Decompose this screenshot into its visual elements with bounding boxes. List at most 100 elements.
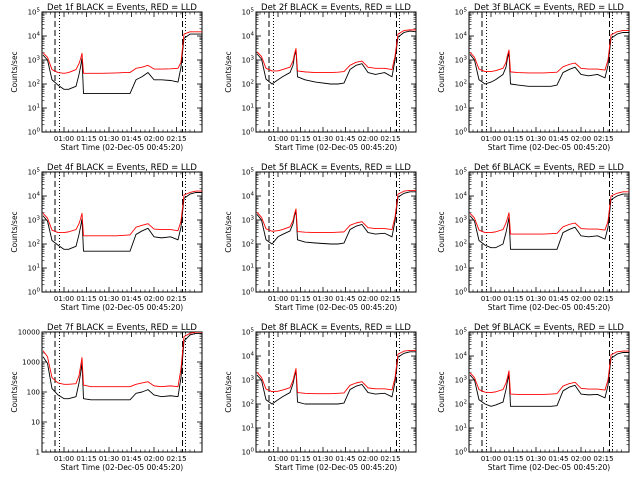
series-line-lld — [42, 332, 202, 388]
x-tick-label: 01:00 — [481, 135, 501, 143]
x-tick-label: 01:45 — [335, 295, 355, 303]
x-tick-label: 02:00 — [571, 455, 591, 463]
x-tick-label: 01:15 — [290, 455, 310, 463]
y-tick-label: 105 — [455, 328, 468, 337]
y-tick-label: 101 — [28, 104, 40, 113]
x-tick-label: 01:15 — [503, 135, 523, 143]
y-axis-label: Counts/sec — [224, 211, 233, 252]
x-tick-label: 01:15 — [76, 455, 96, 463]
y-tick-label: 100 — [242, 288, 255, 297]
y-tick-label: 1000 — [22, 359, 40, 367]
y-tick-label: 103 — [455, 216, 468, 225]
x-tick-label: 02:00 — [358, 135, 378, 143]
x-tick-label: 01:30 — [99, 455, 119, 463]
x-tick-label: 01:00 — [481, 455, 501, 463]
x-tick-label: 01:15 — [76, 295, 96, 303]
x-tick-label: 02:15 — [166, 135, 186, 143]
x-tick-label: 02:00 — [144, 135, 164, 143]
x-tick-label: 01:45 — [548, 135, 568, 143]
series-line-events — [256, 351, 416, 405]
x-tick-label: 02:00 — [358, 455, 378, 463]
y-tick-label: 102 — [455, 240, 467, 249]
x-tick-label: 02:15 — [593, 295, 613, 303]
plot-area — [469, 12, 629, 132]
x-tick-label: 01:30 — [526, 135, 546, 143]
y-tick-label: 102 — [242, 400, 254, 409]
y-tick-label: 101 — [242, 264, 254, 273]
y-tick-label: 102 — [455, 400, 467, 409]
chart-panel-5: Det 5f BLACK = Events, RED = LLD 100 101 10… — [224, 163, 417, 312]
y-axis-label: Counts/sec — [10, 51, 19, 92]
series-line-lld — [256, 29, 416, 73]
x-tick-label: 01:00 — [54, 295, 74, 303]
x-tick-label: 01:00 — [268, 135, 288, 143]
series-line-lld — [42, 190, 202, 237]
series-line-events — [42, 33, 202, 94]
series-line-events — [42, 332, 202, 401]
x-axis-label: Start Time (02-Dec-05 00:45:20) — [275, 143, 397, 152]
x-tick-label: 02:15 — [380, 455, 400, 463]
x-tick-label: 01:45 — [548, 455, 568, 463]
x-tick-label: 01:30 — [99, 295, 119, 303]
series-line-lld — [469, 30, 629, 74]
chart-title: Det 2f BLACK = Events, RED = LLD — [261, 3, 411, 13]
chart-title: Det 3f BLACK = Events, RED = LLD — [474, 3, 624, 13]
x-tick-label: 01:15 — [290, 295, 310, 303]
y-axis-label: Counts/sec — [437, 51, 446, 92]
x-tick-label: 01:30 — [526, 295, 546, 303]
x-tick-label: 02:15 — [380, 295, 400, 303]
y-tick-label: 102 — [455, 80, 467, 89]
chart-panel-8: Det 8f BLACK = Events, RED = LLD 100 101 10… — [224, 323, 417, 472]
y-tick-label: 101 — [242, 104, 254, 113]
chart-panel-3: Det 3f BLACK = Events, RED = LLD 100 101 10… — [437, 3, 630, 152]
y-tick-label: 100 — [455, 288, 468, 297]
y-tick-label: 103 — [455, 56, 468, 65]
plot-area — [469, 172, 629, 292]
y-tick-label: 102 — [28, 240, 40, 249]
x-axis-label: Start Time (02-Dec-05 00:45:20) — [61, 143, 183, 152]
y-tick-label: 103 — [455, 376, 468, 385]
y-tick-label: 10 — [31, 419, 40, 427]
chart-title: Det 1f BLACK = Events, RED = LLD — [47, 3, 197, 13]
y-tick-label: 103 — [28, 56, 41, 65]
plot-area — [42, 12, 202, 132]
y-tick-label: 104 — [455, 32, 468, 41]
x-tick-label: 01:30 — [313, 135, 333, 143]
x-tick-label: 02:15 — [593, 135, 613, 143]
y-tick-label: 100 — [455, 448, 468, 457]
x-tick-label: 02:00 — [571, 295, 591, 303]
y-tick-label: 105 — [242, 168, 255, 177]
y-tick-label: 1 — [36, 449, 40, 457]
plot-frame — [255, 171, 417, 293]
plot-frame — [468, 11, 630, 133]
y-tick-label: 105 — [242, 8, 255, 17]
x-tick-label: 01:00 — [268, 455, 288, 463]
x-tick-label: 01:15 — [290, 135, 310, 143]
chart-panel-7: Det 7f BLACK = Events, RED = LLD 1 10 100 10… — [10, 323, 203, 472]
series-line-events — [469, 32, 629, 87]
chart-title: Det 9f BLACK = Events, RED = LLD — [474, 323, 624, 333]
x-tick-label: 02:00 — [571, 135, 591, 143]
plot-area — [256, 332, 416, 452]
x-axis-label: Start Time (02-Dec-05 00:45:20) — [488, 463, 610, 472]
x-tick-label: 01:15 — [76, 135, 96, 143]
y-tick-label: 101 — [455, 104, 467, 113]
series-line-lld — [42, 31, 202, 74]
y-tick-label: 103 — [242, 216, 255, 225]
x-axis-label: Start Time (02-Dec-05 00:45:20) — [61, 303, 183, 312]
y-tick-label: 100 — [27, 389, 40, 397]
y-tick-label: 104 — [242, 192, 255, 201]
y-tick-label: 105 — [455, 168, 468, 177]
chart-title: Det 7f BLACK = Events, RED = LLD — [47, 323, 197, 333]
series-line-lld — [256, 350, 416, 395]
x-tick-label: 01:00 — [268, 295, 288, 303]
plot-area — [256, 12, 416, 132]
plot-area — [256, 172, 416, 292]
chart-panel-9: Det 9f BLACK = Events, RED = LLD 100 101 10… — [437, 323, 630, 472]
y-axis-label: Counts/sec — [437, 371, 446, 412]
y-tick-label: 104 — [242, 352, 255, 361]
y-axis-label: Counts/sec — [224, 371, 233, 412]
x-tick-label: 01:00 — [481, 295, 501, 303]
plot-frame — [468, 171, 630, 293]
